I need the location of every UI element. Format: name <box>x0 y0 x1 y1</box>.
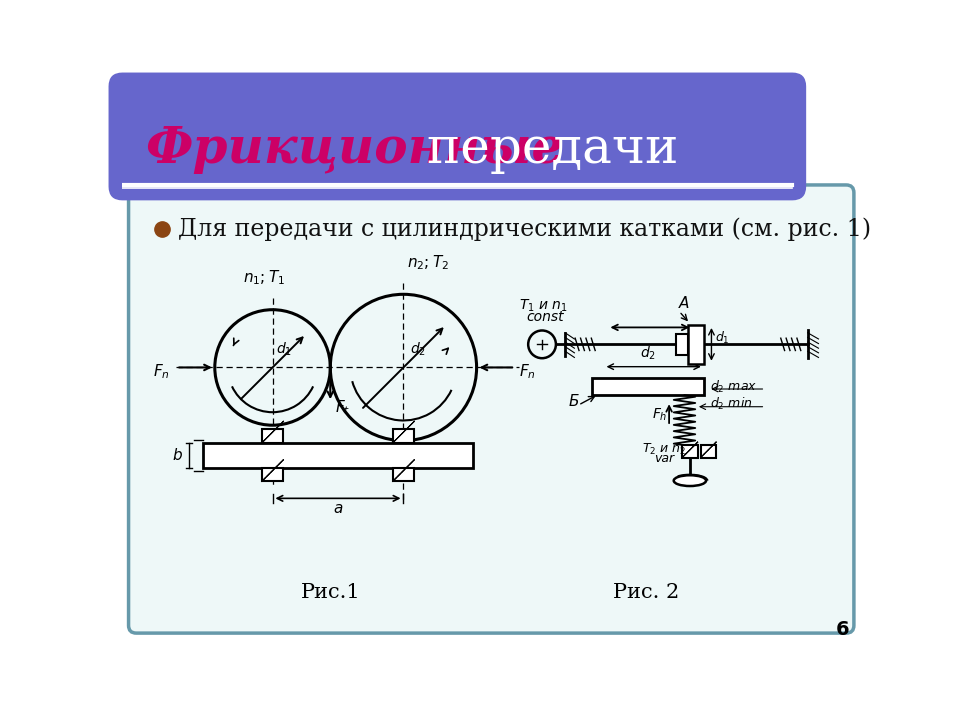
Text: $F_n$: $F_n$ <box>154 362 170 381</box>
Ellipse shape <box>674 475 706 486</box>
Bar <box>592 378 704 395</box>
Text: $a$: $a$ <box>333 501 343 516</box>
Text: Для передачи с цилиндрическими катками (см. рис. 1): Для передачи с цилиндрическими катками (… <box>178 217 871 240</box>
FancyBboxPatch shape <box>129 185 853 633</box>
Text: передачи: передачи <box>411 125 679 174</box>
Text: 6: 6 <box>835 620 850 639</box>
Text: Рис.1: Рис.1 <box>300 583 360 603</box>
Text: Рис. 2: Рис. 2 <box>612 583 679 603</box>
Bar <box>204 443 472 467</box>
Bar <box>676 333 688 355</box>
FancyBboxPatch shape <box>108 73 806 200</box>
Text: $d_2$: $d_2$ <box>639 344 656 362</box>
Text: $T_2$ и $n_2$: $T_2$ и $n_2$ <box>642 442 686 457</box>
Text: $d_1$: $d_1$ <box>714 330 730 346</box>
Text: $F_t$: $F_t$ <box>335 398 350 417</box>
Text: $T_1$ и $n_1$: $T_1$ и $n_1$ <box>519 297 568 314</box>
Text: A: A <box>679 296 689 311</box>
Text: $F_h$: $F_h$ <box>652 406 667 423</box>
Text: $d_2$: $d_2$ <box>410 341 425 358</box>
Bar <box>393 467 414 482</box>
Text: $n_2; T_2$: $n_2; T_2$ <box>407 253 449 272</box>
Text: $d_2$ min: $d_2$ min <box>709 396 753 413</box>
Bar <box>683 445 698 457</box>
Bar <box>262 429 283 443</box>
Text: $d_1$: $d_1$ <box>276 341 293 358</box>
Bar <box>688 325 704 364</box>
Text: $d_2$ max: $d_2$ max <box>709 379 757 395</box>
Text: $F_n$: $F_n$ <box>519 362 536 381</box>
Bar <box>701 445 716 457</box>
Text: var: var <box>654 452 674 465</box>
Text: $n_1; T_1$: $n_1; T_1$ <box>243 269 285 287</box>
Text: Б: Б <box>569 394 580 409</box>
Text: $b$: $b$ <box>172 447 182 463</box>
Bar <box>393 429 414 443</box>
Text: const: const <box>527 310 564 324</box>
Text: Фрикционные: Фрикционные <box>146 125 564 174</box>
Bar <box>262 467 283 482</box>
